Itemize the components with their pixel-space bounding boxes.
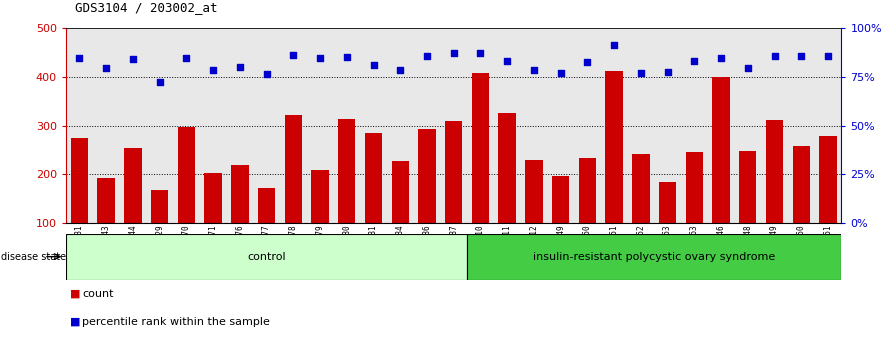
Text: insulin-resistant polycystic ovary syndrome: insulin-resistant polycystic ovary syndr… (533, 252, 775, 262)
Bar (231, 165, 248, 223)
Bar (579, 158, 596, 223)
Text: GDS3104 / 203002_at: GDS3104 / 203002_at (75, 1, 218, 14)
Bar (124, 148, 142, 223)
Point (152, 79, 167, 85)
Bar (471, 73, 489, 223)
Point (473, 50, 487, 56)
Bar (467, 234, 841, 280)
Point (661, 69, 675, 75)
Point (821, 53, 835, 59)
Bar (258, 188, 275, 223)
Bar (685, 153, 703, 223)
Point (233, 64, 247, 70)
Point (581, 59, 595, 65)
Bar (204, 173, 222, 223)
Bar (418, 129, 436, 223)
Bar (633, 154, 649, 223)
Point (767, 53, 781, 59)
Bar (66, 234, 467, 280)
Point (687, 58, 701, 64)
Bar (365, 133, 382, 223)
Bar (525, 160, 543, 223)
Text: percentile rank within the sample: percentile rank within the sample (82, 317, 270, 327)
Point (741, 65, 755, 71)
Bar (819, 136, 837, 223)
Point (286, 52, 300, 57)
Bar (70, 138, 88, 223)
Bar (445, 121, 463, 223)
Bar (391, 161, 409, 223)
Point (260, 71, 274, 77)
Text: ■: ■ (70, 289, 81, 299)
Bar (178, 127, 195, 223)
Point (393, 67, 407, 73)
Point (72, 55, 86, 60)
Text: ■: ■ (70, 317, 81, 327)
Point (527, 67, 541, 73)
Bar (713, 77, 729, 223)
Point (420, 53, 434, 58)
Text: count: count (82, 289, 114, 299)
Point (340, 54, 354, 60)
Point (206, 67, 220, 73)
Point (500, 58, 515, 64)
Point (553, 70, 567, 76)
Bar (499, 113, 516, 223)
Point (180, 56, 194, 61)
Bar (739, 152, 757, 223)
Text: disease state: disease state (1, 252, 66, 262)
Bar (659, 182, 677, 223)
Bar (766, 120, 783, 223)
Point (126, 56, 140, 62)
Bar (793, 145, 810, 223)
Point (714, 55, 728, 60)
Bar (311, 170, 329, 223)
Point (633, 70, 648, 75)
Point (794, 53, 808, 59)
Point (607, 42, 621, 48)
Bar (285, 115, 302, 223)
Bar (98, 178, 115, 223)
Point (100, 65, 114, 70)
Bar (552, 176, 569, 223)
Text: control: control (248, 252, 286, 262)
Point (313, 55, 327, 60)
Point (447, 50, 461, 56)
Bar (338, 119, 355, 223)
Point (366, 62, 381, 68)
Bar (151, 190, 168, 223)
Bar (605, 71, 623, 223)
